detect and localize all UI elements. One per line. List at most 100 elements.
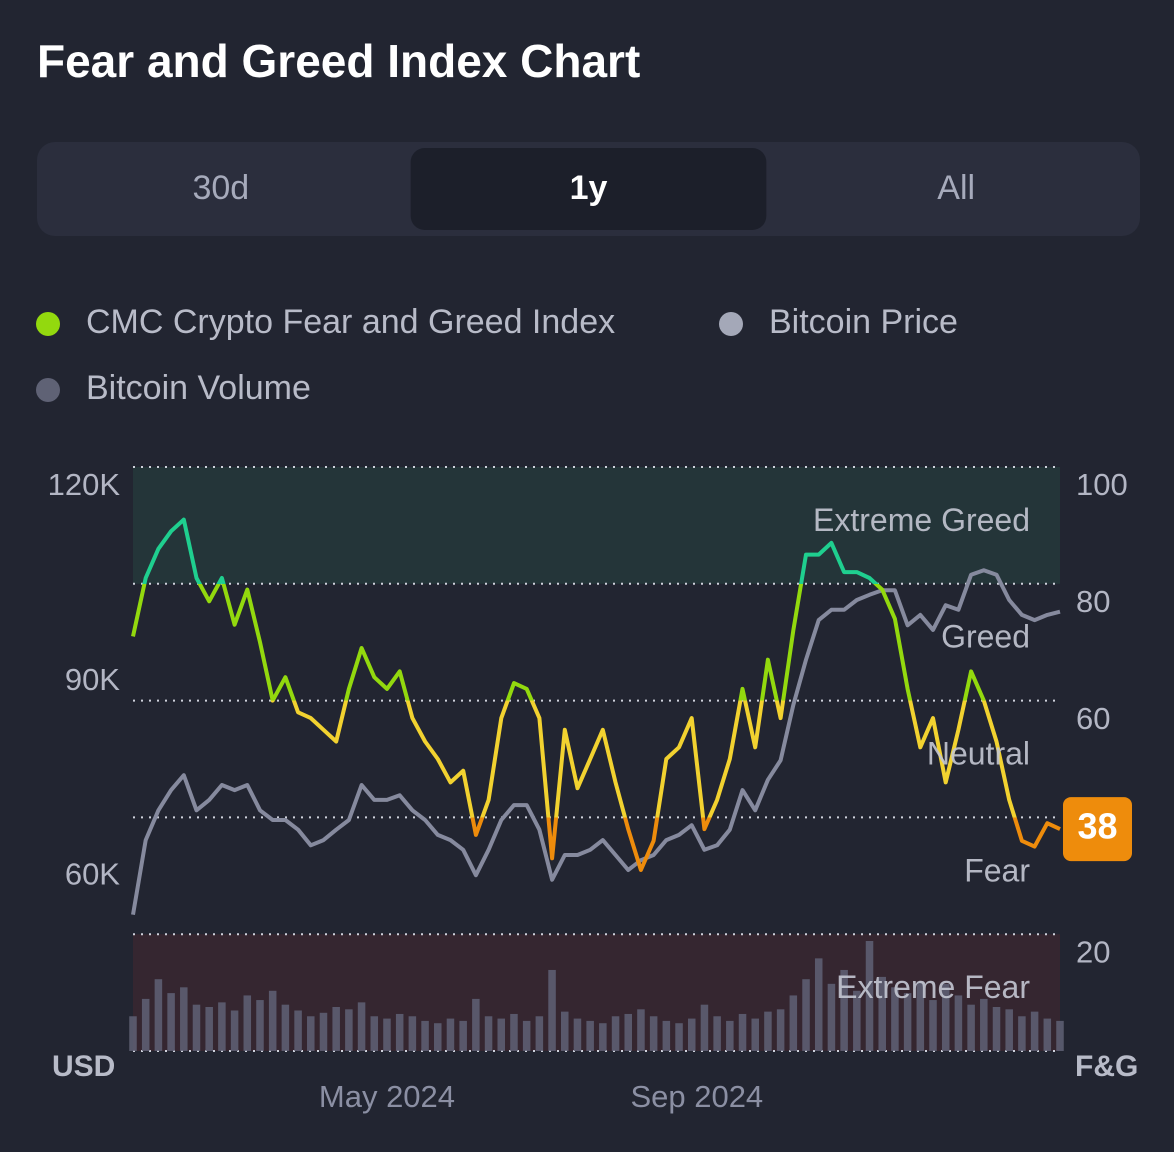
- volume-bar: [967, 1004, 975, 1051]
- y-tick-label: 90K: [65, 662, 120, 697]
- volume-bar: [1043, 1018, 1052, 1051]
- volume-bar: [573, 1018, 582, 1051]
- tab-active[interactable]: [410, 148, 767, 230]
- zone-band: [133, 467, 1060, 584]
- volume-bar: [408, 1016, 417, 1051]
- volume-bar: [230, 1010, 239, 1051]
- volume-bar: [599, 1023, 607, 1051]
- volume-bar: [738, 1013, 747, 1051]
- volume-bar: [891, 987, 899, 1051]
- volume-bar: [827, 983, 836, 1051]
- y-axis-label: USD: [52, 1050, 115, 1083]
- volume-bar: [395, 1013, 404, 1051]
- volume-bar: [357, 1002, 366, 1051]
- volume-bar: [205, 1007, 213, 1051]
- y2-tick-label: 80: [1076, 584, 1110, 619]
- volume-bar: [1056, 1020, 1064, 1051]
- volume-bar: [954, 995, 963, 1051]
- volume-bar: [687, 1018, 696, 1051]
- volume-bar: [332, 1007, 340, 1051]
- volume-bar: [370, 1016, 379, 1051]
- volume-bar: [662, 1020, 671, 1051]
- y-tick-label: 120K: [48, 467, 121, 502]
- volume-bar: [192, 1004, 201, 1051]
- volume-bar: [281, 1004, 290, 1051]
- volume-bar: [611, 1016, 620, 1051]
- legend-label: Bitcoin Price: [769, 303, 958, 341]
- volume-bar: [345, 1009, 353, 1051]
- volume-bar: [129, 1016, 137, 1051]
- legend-dot: [36, 312, 60, 336]
- y-tick-label: 60K: [65, 857, 120, 892]
- zone-label: Greed: [941, 619, 1030, 655]
- volume-bar: [726, 1020, 734, 1051]
- volume-bar: [586, 1020, 594, 1051]
- volume-bar: [675, 1023, 683, 1051]
- volume-bar: [535, 1016, 544, 1051]
- volume-bar: [459, 1020, 467, 1051]
- volume-bar: [256, 1000, 264, 1051]
- volume-bar: [180, 987, 188, 1051]
- volume-bar: [472, 998, 480, 1051]
- current-value-badge: [1063, 797, 1132, 862]
- volume-bar: [903, 993, 912, 1051]
- volume-bar: [878, 976, 886, 1051]
- volume-bar: [294, 1010, 302, 1051]
- volume-bar: [421, 1020, 429, 1051]
- volume-bar: [383, 1018, 391, 1051]
- volume-bar: [751, 1018, 759, 1051]
- volume-bar: [1005, 1009, 1013, 1051]
- y2-tick-label: 60: [1076, 701, 1110, 736]
- current-value: 38: [1077, 806, 1117, 847]
- volume-bar: [484, 1016, 493, 1051]
- legend-dot: [36, 378, 60, 402]
- volume-bar: [154, 979, 163, 1051]
- volume-bar: [1018, 1016, 1026, 1051]
- legend-label: CMC Crypto Fear and Greed Index: [86, 303, 615, 341]
- legend-label: Bitcoin Volume: [86, 369, 311, 407]
- x-tick-label: Sep 2024: [630, 1079, 763, 1114]
- y2-tick-label: 100: [1076, 467, 1128, 502]
- volume-bar: [929, 1000, 937, 1051]
- volume-bar: [649, 1016, 658, 1051]
- volume-bar: [268, 990, 277, 1051]
- volume-bar: [713, 1016, 721, 1051]
- volume-bar: [548, 969, 556, 1051]
- volume-bar: [510, 1013, 518, 1051]
- volume-bar: [814, 958, 823, 1051]
- zone-label: Neutral: [927, 735, 1030, 771]
- volume-bar: [637, 1009, 645, 1051]
- volume-bar: [764, 1011, 772, 1051]
- volume-bar: [789, 995, 798, 1051]
- zone-label: Fear: [964, 852, 1030, 888]
- volume-bar: [853, 990, 861, 1051]
- price-line: [131, 568, 1061, 916]
- zone-label: Extreme Fear: [836, 969, 1030, 1005]
- volume-bar: [865, 941, 874, 1051]
- legend-dot: [719, 312, 743, 336]
- volume-bar: [218, 1002, 226, 1051]
- volume-bar: [1030, 1011, 1039, 1051]
- volume-bar: [141, 998, 150, 1051]
- zone-label: Extreme Greed: [813, 502, 1030, 538]
- volume-bar: [434, 1023, 442, 1051]
- volume-bar: [446, 1018, 455, 1051]
- x-tick-label: May 2024: [319, 1079, 455, 1114]
- volume-bar: [980, 998, 988, 1051]
- title: Fear and Greed Index Chart: [37, 35, 640, 87]
- tab-label[interactable]: All: [937, 169, 975, 207]
- volume-bar: [319, 1012, 328, 1051]
- y2-tick-label: 20: [1076, 934, 1110, 969]
- volume-bar: [624, 1013, 633, 1051]
- volume-bar: [243, 995, 252, 1051]
- volume-bar: [700, 1004, 709, 1051]
- volume-bar: [522, 1020, 531, 1051]
- volume-bar: [840, 969, 848, 1051]
- tab-label[interactable]: 30d: [192, 169, 249, 207]
- tab-label[interactable]: 1y: [570, 169, 608, 207]
- fear-greed-line: [131, 517, 1061, 872]
- volume-bar: [916, 981, 925, 1051]
- volume-bar: [992, 1007, 1001, 1051]
